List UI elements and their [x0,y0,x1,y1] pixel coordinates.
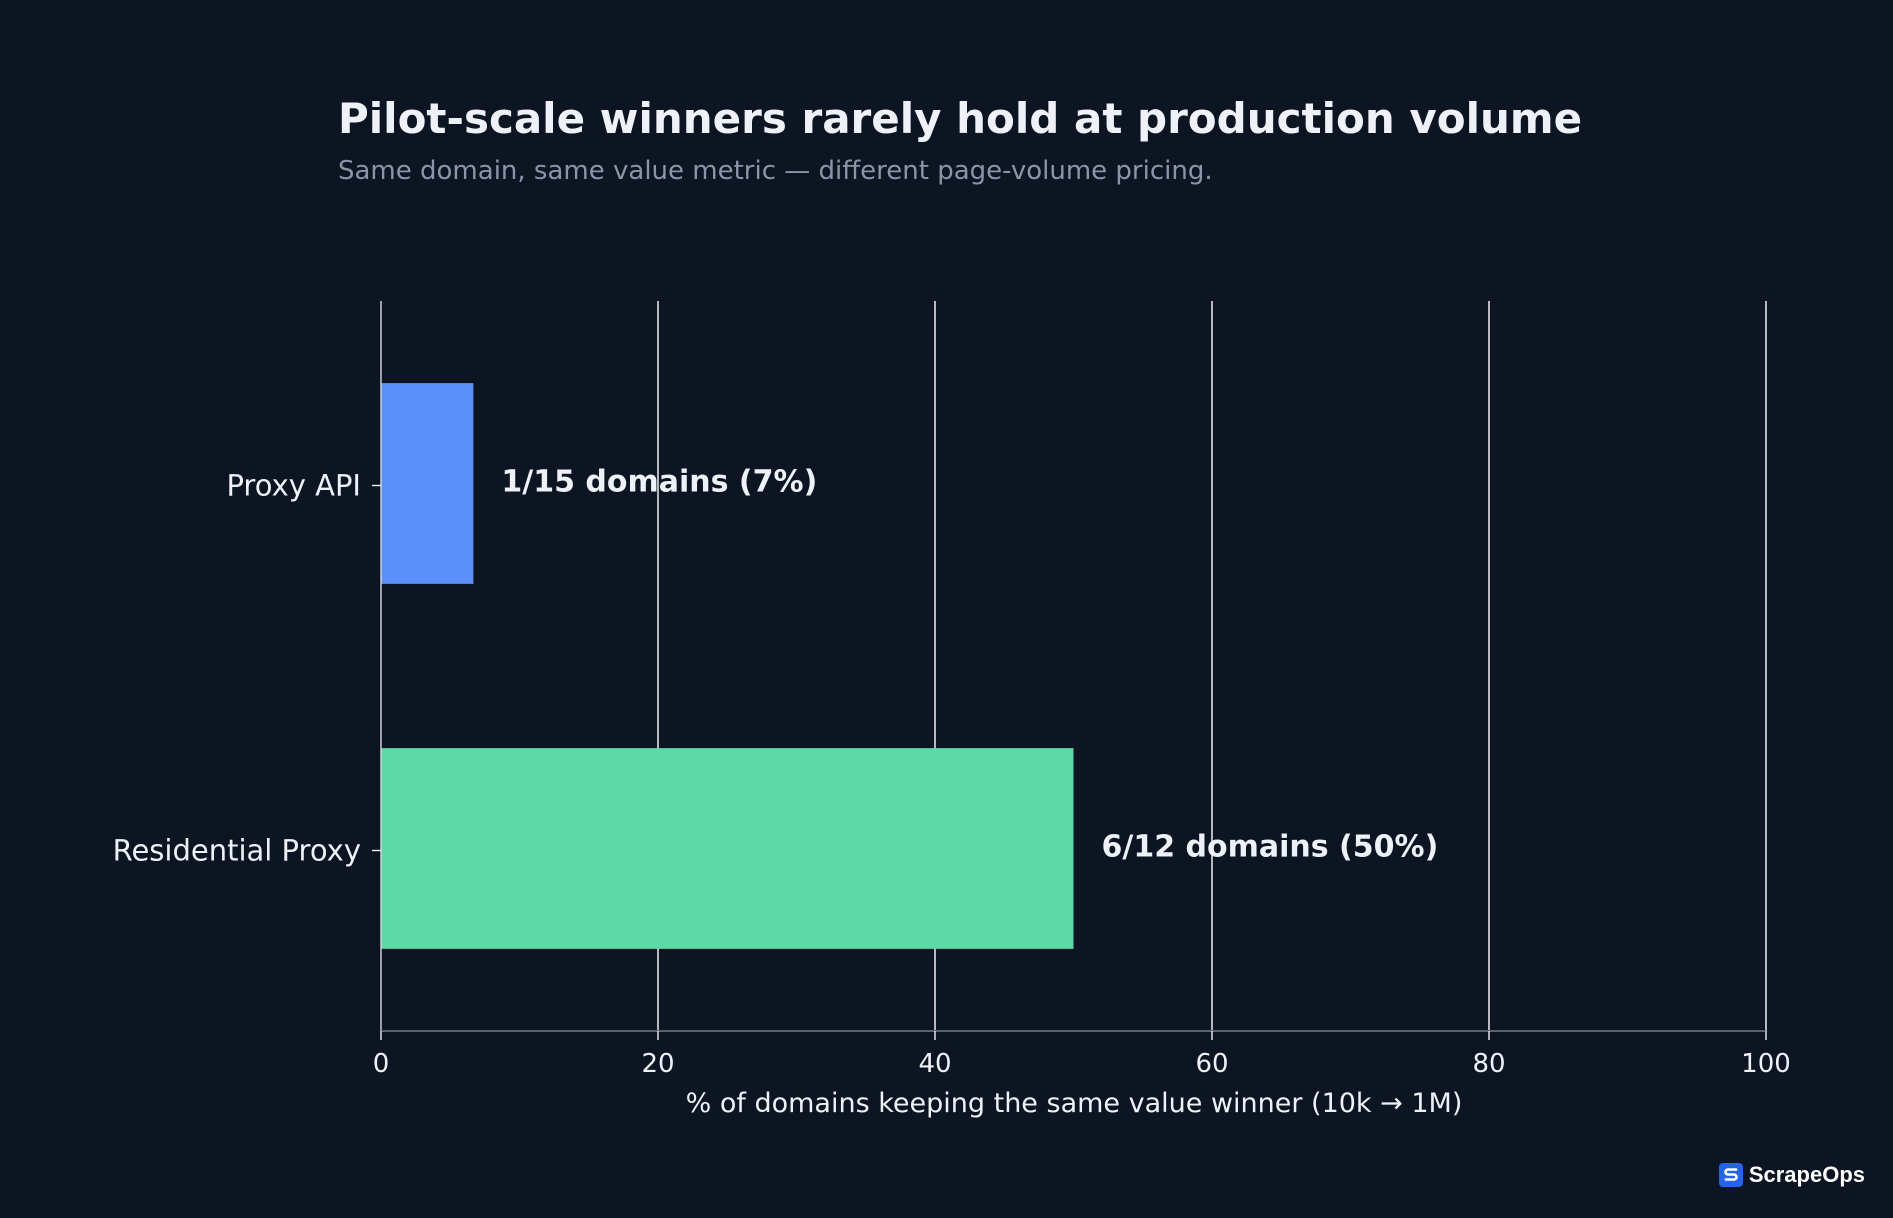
bar-0 [381,383,474,584]
chart-title: Pilot-scale winners rarely hold at produ… [338,94,1582,143]
category-label-1: Residential Proxy [113,834,361,868]
axes: Proxy API Residential Proxy 0 20 40 60 80 100 [113,301,1791,1079]
x-tick-label-60: 60 [1195,1049,1228,1079]
data-label-0: 1/15 domains (7%) [501,465,817,500]
bars: 1/15 domains (7%) 6/12 domains (50%) [381,383,1438,949]
x-tick-label-40: 40 [918,1049,951,1079]
scrapeops-logo-icon [1718,1163,1743,1187]
x-tick-label-80: 80 [1472,1049,1505,1079]
x-axis-label: % of domains keeping the same value winn… [686,1088,1463,1119]
x-tick-label-100: 100 [1741,1049,1791,1079]
chart-subtitle: Same domain, same value metric — differe… [338,156,1213,186]
logo-text: ScrapeOps [1748,1162,1865,1187]
bar-1 [381,748,1074,949]
x-tick-label-0: 0 [373,1049,390,1079]
category-label-0: Proxy API [226,469,361,503]
scrapeops-logo: ScrapeOps [1718,1162,1865,1188]
data-label-1: 6/12 domains (50%) [1102,830,1439,865]
x-tick-label-20: 20 [641,1049,674,1079]
